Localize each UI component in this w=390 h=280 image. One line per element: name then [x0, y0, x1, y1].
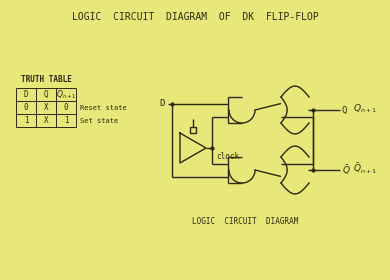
Text: 0: 0: [64, 103, 68, 112]
Text: Q: Q: [342, 106, 347, 115]
Text: Reset state: Reset state: [80, 104, 127, 111]
Text: D: D: [24, 90, 28, 99]
Text: TRUTH TABLE: TRUTH TABLE: [21, 75, 71, 84]
Text: $Q_{n+1}$: $Q_{n+1}$: [353, 103, 377, 115]
Text: 1: 1: [24, 116, 28, 125]
Bar: [190, 127, 196, 133]
Text: X: X: [44, 116, 48, 125]
Text: D: D: [160, 99, 165, 108]
Text: LOGIC  CIRCUIT  DIAGRAM: LOGIC CIRCUIT DIAGRAM: [192, 218, 298, 227]
Text: $\bar{Q}$: $\bar{Q}$: [342, 163, 351, 177]
Text: Q: Q: [44, 90, 48, 99]
Text: clock: clock: [216, 151, 239, 160]
Text: $Q_{n+1}$: $Q_{n+1}$: [56, 88, 76, 101]
Text: 1: 1: [64, 116, 68, 125]
Text: X: X: [44, 103, 48, 112]
Text: Set state: Set state: [80, 118, 118, 123]
Text: 0: 0: [24, 103, 28, 112]
Text: LOGIC  CIRCUIT  DIAGRAM  OF  DK  FLIP-FLOP: LOGIC CIRCUIT DIAGRAM OF DK FLIP-FLOP: [72, 12, 318, 22]
Text: $\bar{Q}_{n+1}$: $\bar{Q}_{n+1}$: [353, 162, 378, 176]
